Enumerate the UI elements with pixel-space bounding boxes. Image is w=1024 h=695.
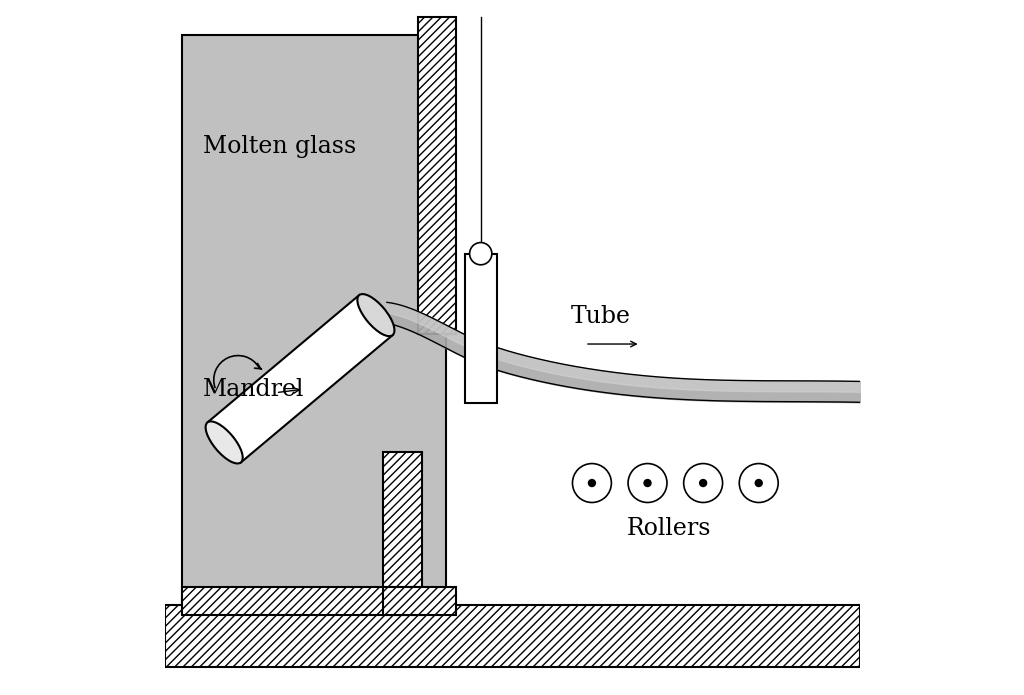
Bar (165, 605, 859, 667)
Circle shape (739, 464, 778, 502)
Circle shape (684, 464, 723, 502)
Bar (182, 35, 446, 605)
Circle shape (756, 480, 762, 486)
Ellipse shape (357, 294, 394, 336)
Text: Rollers: Rollers (627, 517, 712, 540)
Bar (465, 254, 497, 403)
Bar (418, 17, 457, 334)
Text: Mandrel: Mandrel (203, 378, 304, 401)
Polygon shape (208, 295, 392, 462)
Bar (383, 587, 457, 615)
Text: Tube: Tube (571, 305, 631, 328)
Circle shape (589, 480, 595, 486)
Bar (182, 587, 422, 615)
Circle shape (628, 464, 667, 502)
Circle shape (470, 243, 492, 265)
Bar (383, 452, 422, 605)
Circle shape (572, 464, 611, 502)
Ellipse shape (206, 421, 243, 464)
Circle shape (699, 480, 707, 486)
Circle shape (644, 480, 651, 486)
Text: Molten glass: Molten glass (203, 135, 356, 158)
